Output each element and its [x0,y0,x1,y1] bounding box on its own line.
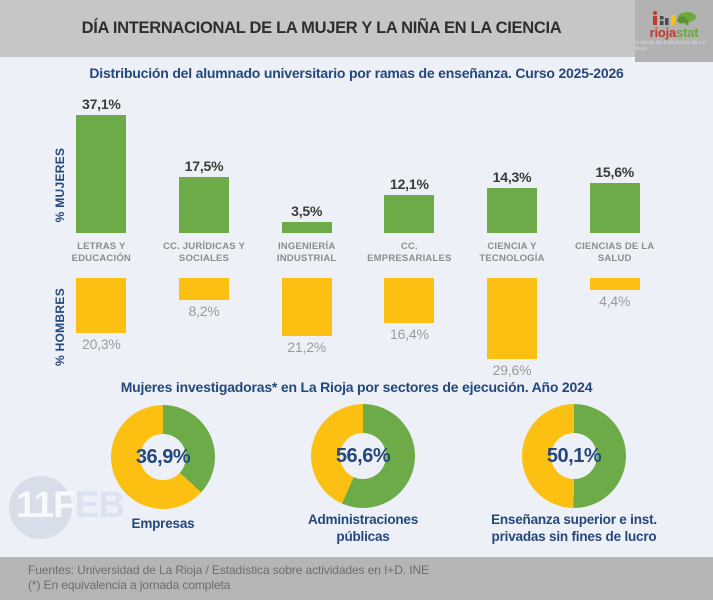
bar-chart: 37,1% LETRAS Y EDUCACIÓN 20,3% 17,5% CC.… [50,90,666,390]
donut-value: 50,1% [546,444,602,467]
logo-brand-rioja: rioja [649,24,677,40]
bar-column-juridicas: 17,5% CC. JURÍDICAS Y SOCIALES 8,2% [153,90,256,390]
bar-chart-title: Distribución del alumnado universitario … [89,65,624,81]
women-bar [179,177,229,233]
footer: Fuentes: Universidad de La Rioja / Estad… [0,557,713,600]
men-bar [76,278,127,334]
men-bar [487,278,538,359]
category-label: CC. EMPRESARIALES [367,241,452,264]
category-label: CIENCIA Y TECNOLOGÍA [479,241,545,264]
donut-label-empresas: Empresas [131,516,195,531]
men-value: 29,6% [492,361,532,378]
men-value: 21,2% [287,338,327,355]
logo-brand: riojastat [650,26,699,39]
donut-label-administraciones: Administraciones públicas [307,512,419,544]
men-value: 8,2% [188,303,220,320]
riojastat-icon [653,10,696,25]
women-value: 14,3% [492,168,532,185]
bar-column-empresariales: 12,1% CC. EMPRESARIALES 16,4% [358,90,461,390]
donut-value: 36,9% [135,445,191,468]
bar-column-ingenieria: 3,5% INGENIERÍA INDUSTRIAL 21,2% [255,90,358,390]
men-value: 20,3% [81,336,121,353]
donut-empresas: 36,9% [111,405,215,509]
footer-note: (*) En equivalencia a jornada completa [28,578,231,592]
donut-value: 56,6% [335,444,391,467]
donut-administraciones: 56,6% [311,404,415,508]
women-bar [487,187,538,233]
women-value: 12,1% [390,175,429,192]
women-value: 37,1% [81,96,121,113]
bar-column-salud: 15,6% CIENCIAS DE LA SALUD 4,4% [563,90,666,390]
category-label: LETRAS Y EDUCACIÓN [71,241,131,264]
bar-column-ciencia: 14,3% CIENCIA Y TECNOLOGÍA 29,6% [461,90,564,390]
header-band: DÍA INTERNACIONAL DE LA MUJER Y LA NIÑA … [0,0,713,57]
men-value: 4,4% [599,292,631,309]
women-value: 17,5% [184,158,224,175]
category-label: CIENCIAS DE LA SALUD [575,241,655,264]
men-value: 16,4% [390,325,429,342]
watermark-11feb: 11FEB [16,484,125,525]
women-bar [76,115,127,233]
donut-chart-title: Mujeres investigadoras* en La Rioja por … [120,379,593,395]
logo-brand-stat: stat [676,24,699,40]
men-bar [384,278,435,323]
men-bar [281,278,332,336]
watermark-circle [9,476,72,539]
page-title: DÍA INTERNACIONAL DE LA MUJER Y LA NIÑA … [81,19,562,37]
footer-sources: Fuentes: Universidad de La Rioja / Estad… [28,563,429,577]
category-label: CC. JURÍDICAS Y SOCIALES [163,241,246,264]
riojastat-logo: riojastat Instituto de Estadística de La… [635,0,713,62]
women-value: 3,5% [291,202,323,219]
donut-ensenanza: 50,1% [522,404,626,508]
donut-label-ensenanza: Enseñanza superior e inst. privadas sin … [491,512,657,544]
logo-tagline: Instituto de Estadística de La Rioja [635,39,706,52]
women-bar [589,183,640,233]
women-value: 15,6% [595,164,635,181]
men-bar [179,278,229,301]
category-label: INGENIERÍA INDUSTRIAL [276,241,337,264]
men-bar [589,278,640,290]
bar-column-letras: 37,1% LETRAS Y EDUCACIÓN 20,3% [50,90,153,390]
women-bar [281,221,332,233]
women-bar [384,194,435,233]
